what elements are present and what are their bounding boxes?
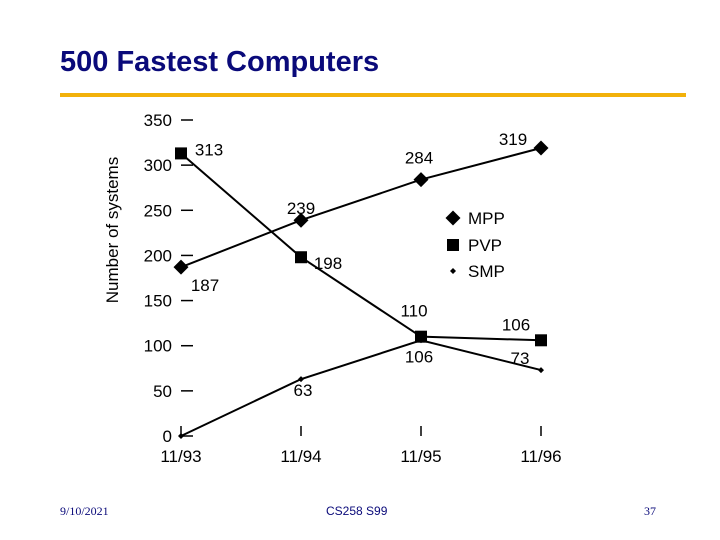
smp-marker bbox=[178, 433, 184, 439]
legend-item-mpp: MPP bbox=[445, 209, 505, 228]
title-rule bbox=[60, 93, 686, 97]
series-markers bbox=[173, 140, 549, 439]
pvp-marker bbox=[295, 251, 307, 264]
x-tick-label: 11/94 bbox=[280, 447, 321, 466]
legend-label: SMP bbox=[468, 262, 505, 281]
pvp-label: 106 bbox=[502, 315, 530, 334]
legend-label: MPP bbox=[468, 209, 505, 228]
smp-marker bbox=[418, 337, 424, 344]
pvp-label: 313 bbox=[195, 140, 223, 159]
y-tick-label: 350 bbox=[144, 111, 172, 130]
pvp-marker bbox=[535, 334, 547, 347]
smp-label: 106 bbox=[405, 347, 433, 366]
legend: MPP PVP SMP bbox=[445, 209, 505, 281]
x-axis: 11/93 11/94 11/95 11/96 bbox=[160, 426, 562, 466]
mpp-marker bbox=[293, 212, 309, 228]
y-tick-label: 150 bbox=[144, 292, 172, 311]
smp-marker bbox=[538, 367, 544, 374]
mpp-marker bbox=[173, 259, 189, 275]
x-tick-label: 11/93 bbox=[160, 447, 201, 466]
legend-label: PVP bbox=[468, 236, 502, 255]
data-labels: 187 239 284 319 313 198 110 106 63 106 73 bbox=[191, 130, 530, 400]
smp-label: 63 bbox=[294, 381, 313, 400]
mpp-marker bbox=[413, 172, 429, 188]
x-tick-label: 11/95 bbox=[400, 447, 441, 466]
pvp-line bbox=[180, 152, 542, 342]
smp-marker bbox=[450, 268, 456, 274]
y-tick-label: 100 bbox=[144, 337, 172, 356]
pvp-label: 198 bbox=[314, 254, 342, 273]
legend-item-smp: SMP bbox=[450, 262, 505, 281]
smp-label: 73 bbox=[511, 349, 530, 368]
pvp-label: 110 bbox=[400, 302, 427, 321]
y-tick-label: 300 bbox=[144, 156, 172, 175]
y-axis-label: Number of systems bbox=[103, 157, 122, 303]
x-tick-label: 11/96 bbox=[520, 447, 561, 466]
y-axis: 0 50 100 150 200 250 300 350 bbox=[144, 111, 193, 446]
mpp-label: 239 bbox=[287, 199, 315, 218]
pvp-marker bbox=[175, 147, 187, 160]
mpp-label: 187 bbox=[191, 276, 219, 295]
mpp-marker bbox=[533, 140, 549, 156]
pvp-marker bbox=[415, 330, 427, 343]
legend-item-pvp: PVP bbox=[447, 236, 502, 255]
mpp-line bbox=[180, 147, 542, 269]
mpp-label: 319 bbox=[499, 130, 527, 149]
footer-course: CS258 S99 bbox=[326, 504, 388, 518]
footer-date: 9/10/2021 bbox=[60, 504, 109, 518]
mpp-label: 284 bbox=[405, 149, 433, 168]
mpp-marker bbox=[445, 210, 461, 226]
slide-title: 500 Fastest Computers bbox=[60, 46, 380, 78]
y-tick-label: 200 bbox=[144, 246, 172, 265]
y-tick-label: 50 bbox=[153, 382, 172, 401]
page-number: 37 bbox=[644, 504, 656, 518]
y-tick-label: 0 bbox=[163, 427, 172, 446]
series-lines bbox=[180, 147, 542, 437]
smp-marker bbox=[298, 376, 304, 383]
y-tick-label: 250 bbox=[144, 201, 172, 220]
smp-line bbox=[180, 339, 542, 437]
pvp-marker bbox=[447, 239, 459, 251]
